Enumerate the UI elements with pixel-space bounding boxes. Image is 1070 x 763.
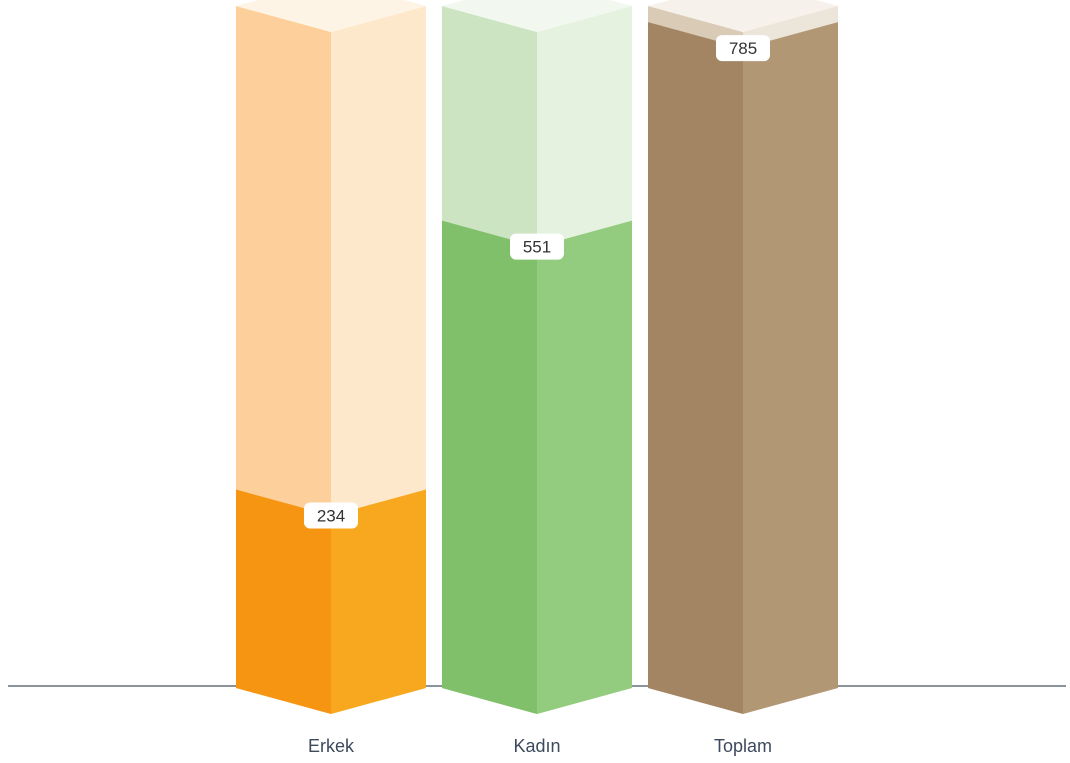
- bar-track-top: [236, 0, 426, 32]
- bar-track-top: [648, 0, 838, 32]
- bar-track-top: [442, 0, 632, 32]
- data-label: 234: [317, 507, 345, 526]
- bar-fill-front: [648, 22, 743, 714]
- bar-fill-side: [537, 220, 632, 714]
- data-label: 551: [523, 238, 551, 257]
- data-label: 785: [729, 39, 757, 58]
- bar-fill-front: [236, 489, 331, 714]
- x-tick-label: Kadın: [513, 736, 560, 756]
- bars-group: [236, 0, 838, 714]
- labels-group: 234 Erkek 551 Kadın 785 Toplam: [304, 35, 772, 756]
- x-tick-label: Toplam: [714, 736, 772, 756]
- bar-fill-side: [331, 489, 426, 714]
- bar-fill-front: [442, 220, 537, 714]
- x-tick-label: Erkek: [308, 736, 355, 756]
- data-label-box: [510, 233, 564, 260]
- bar-erkek: [236, 0, 426, 714]
- bar-kadın: [442, 0, 632, 714]
- bar-toplam: [648, 0, 838, 714]
- bar-fill-side: [743, 22, 838, 714]
- data-label-box: [304, 502, 358, 529]
- data-label-box: [716, 35, 770, 62]
